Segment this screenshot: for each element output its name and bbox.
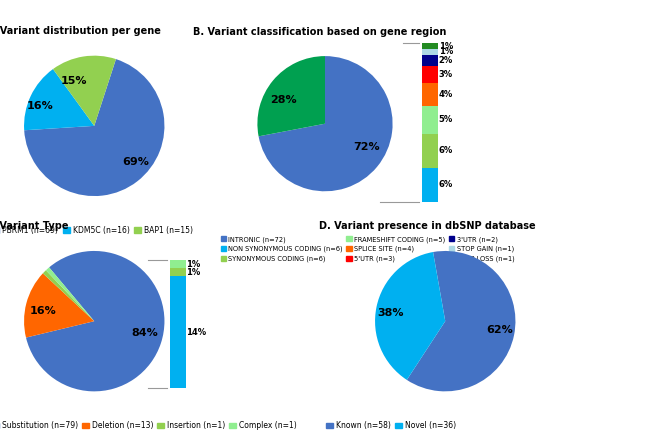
- Text: 3%: 3%: [439, 70, 453, 79]
- Text: B. Variant classification based on gene region: B. Variant classification based on gene …: [193, 27, 447, 37]
- Text: D. Variant presence in dbSNP database: D. Variant presence in dbSNP database: [319, 221, 536, 231]
- Text: 15%: 15%: [60, 76, 87, 86]
- Text: 16%: 16%: [26, 102, 53, 112]
- Wedge shape: [24, 69, 94, 130]
- Text: 1%: 1%: [187, 260, 201, 269]
- Text: 69%: 69%: [122, 157, 149, 167]
- Bar: [422, 105, 437, 134]
- Legend: PBRM1 (n=69), KDM5C (n=16), BAP1 (n=15): PBRM1 (n=69), KDM5C (n=16), BAP1 (n=15): [0, 223, 196, 238]
- Wedge shape: [46, 267, 94, 321]
- Bar: [422, 66, 437, 83]
- Wedge shape: [43, 270, 94, 321]
- Bar: [422, 83, 437, 105]
- Text: A. Variant distribution per gene: A. Variant distribution per gene: [0, 26, 161, 36]
- Text: 1%: 1%: [439, 47, 453, 56]
- Text: 2%: 2%: [439, 56, 453, 65]
- Text: 6%: 6%: [439, 181, 453, 189]
- Text: 1%: 1%: [439, 42, 453, 51]
- Text: 62%: 62%: [486, 325, 514, 335]
- Bar: [170, 276, 185, 388]
- Bar: [422, 49, 437, 55]
- Wedge shape: [407, 251, 515, 391]
- Bar: [422, 43, 437, 49]
- Text: 4%: 4%: [439, 90, 453, 99]
- Wedge shape: [24, 59, 164, 196]
- Legend: Known (n=58), Novel (n=36): Known (n=58), Novel (n=36): [322, 418, 460, 433]
- Wedge shape: [26, 251, 164, 391]
- Bar: [422, 55, 437, 66]
- Text: 6%: 6%: [439, 146, 453, 155]
- Wedge shape: [24, 273, 94, 338]
- Text: 38%: 38%: [378, 308, 404, 318]
- Text: C. Variant Type: C. Variant Type: [0, 221, 69, 231]
- Wedge shape: [375, 252, 445, 380]
- Text: 1%: 1%: [187, 268, 201, 277]
- Wedge shape: [53, 56, 116, 126]
- Bar: [422, 168, 437, 202]
- Text: 72%: 72%: [354, 142, 380, 152]
- Text: 16%: 16%: [30, 306, 57, 316]
- Legend: Substitution (n=79), Deletion (n=13), Insertion (n=1), Complex (n=1): Substitution (n=79), Deletion (n=13), In…: [0, 418, 300, 433]
- Text: 5%: 5%: [439, 115, 453, 124]
- Bar: [422, 134, 437, 168]
- Wedge shape: [259, 56, 393, 191]
- Legend: INTRONIC (n=72), NON SYNONYMOUS CODING (n=6), SYNONYMOUS CODING (n=6), FRAMESHIF: INTRONIC (n=72), NON SYNONYMOUS CODING (…: [218, 233, 517, 265]
- Text: 84%: 84%: [131, 328, 158, 338]
- Text: 14%: 14%: [187, 328, 207, 337]
- Bar: [170, 260, 185, 268]
- Text: 28%: 28%: [270, 95, 296, 105]
- Wedge shape: [257, 56, 325, 136]
- Bar: [170, 268, 185, 276]
